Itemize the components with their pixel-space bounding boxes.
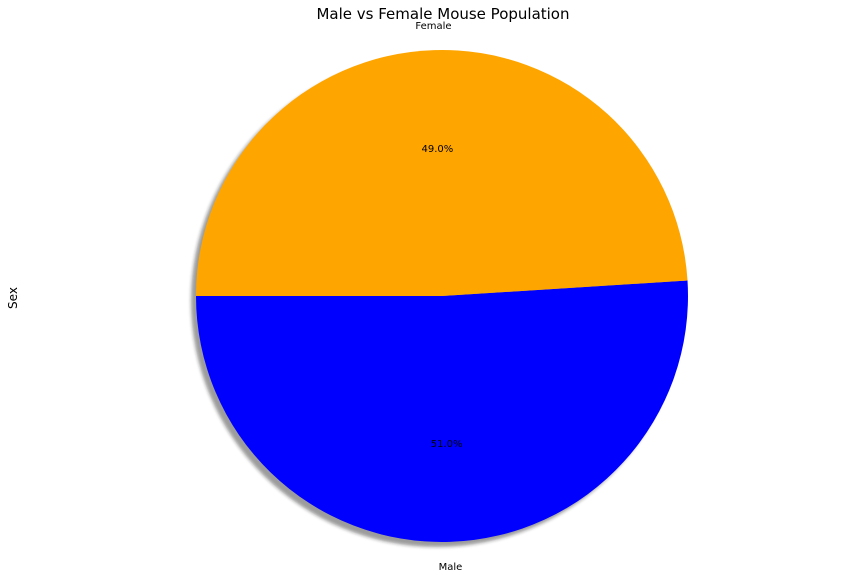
pct-label-female: 49.0% bbox=[421, 144, 453, 155]
pie-slice-female bbox=[196, 50, 688, 297]
slice-label-female: Female bbox=[415, 21, 451, 32]
y-axis-label: Sex bbox=[6, 287, 20, 309]
slice-label-male: Male bbox=[439, 562, 463, 573]
pie-group: 51.0% Male 49.0% Female bbox=[191, 21, 689, 573]
pie-slice-male bbox=[196, 280, 689, 543]
pct-label-male: 51.0% bbox=[431, 439, 463, 450]
chart-title: Male vs Female Mouse Population bbox=[316, 5, 569, 23]
